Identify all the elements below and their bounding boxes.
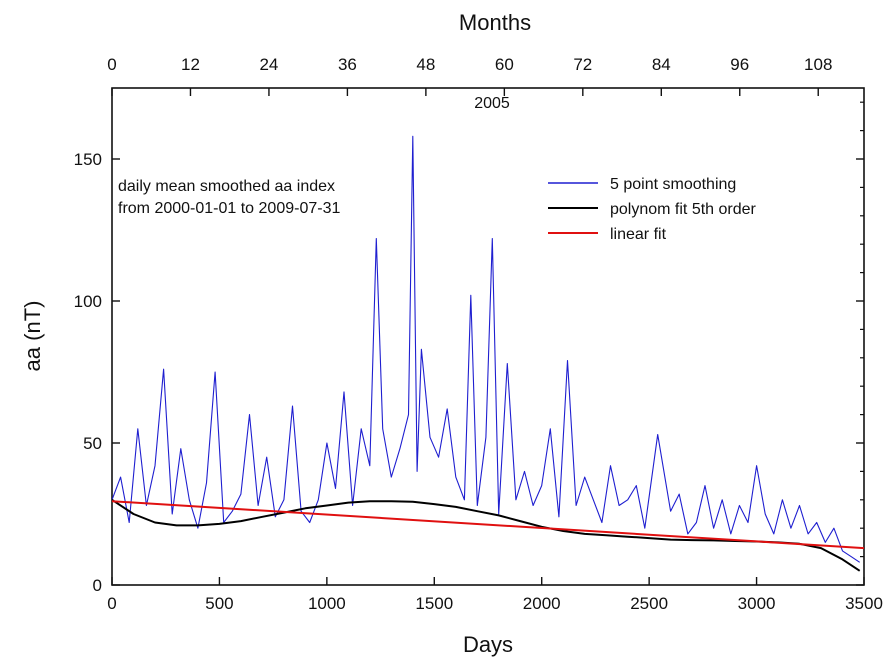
x-tick-label: 500 (205, 594, 233, 613)
legend-label-smoothing: 5 point smoothing (610, 176, 736, 193)
series-line-polynom (112, 498, 861, 572)
legend-label-polynom: polynom fit 5th order (610, 201, 757, 218)
x-axis-title: Days (463, 632, 513, 657)
series-line-linear (112, 500, 864, 550)
plot-frame (111, 87, 865, 586)
top-tick-label: 48 (416, 55, 435, 74)
legend-label-linear: linear fit (610, 226, 667, 243)
year-marker: 2005 (474, 95, 510, 112)
y-tick-label: 50 (83, 434, 102, 453)
y-tick-label: 100 (74, 292, 102, 311)
x-tick-label: 3000 (738, 594, 776, 613)
x-tick-label: 0 (107, 594, 116, 613)
top-tick-label: 24 (259, 55, 278, 74)
series-line-smoothing (112, 135, 861, 563)
top-tick-label: 72 (573, 55, 592, 74)
x-tick-label: 2000 (523, 594, 561, 613)
top-tick-label: 12 (181, 55, 200, 74)
x-tick-label: 1500 (415, 594, 453, 613)
x-tick-label: 3500 (845, 594, 883, 613)
top-axis-title: Months (459, 10, 531, 35)
y-axis-title: aa (nT) (20, 301, 45, 372)
top-tick-label: 84 (652, 55, 671, 74)
top-tick-label: 36 (338, 55, 357, 74)
top-tick-label: 0 (107, 55, 116, 74)
y-tick-label: 0 (93, 576, 102, 595)
description-line2: from 2000-01-01 to 2009-07-31 (118, 200, 340, 217)
legend: 5 point smoothing polynom fit 5th order … (548, 176, 757, 243)
top-tick-label: 108 (804, 55, 832, 74)
top-tick-label: 60 (495, 55, 514, 74)
x-tick-label: 1000 (308, 594, 346, 613)
x-tick-label: 2500 (630, 594, 668, 613)
y-tick-label: 150 (74, 150, 102, 169)
description-line1: daily mean smoothed aa index (118, 178, 335, 195)
top-tick-label: 96 (730, 55, 749, 74)
